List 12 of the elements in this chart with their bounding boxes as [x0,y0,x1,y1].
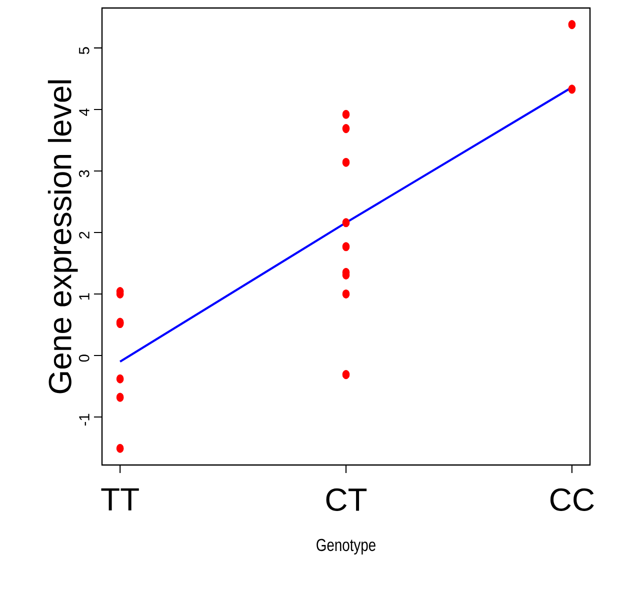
x-axis-title: Genotype [316,538,376,555]
x-tick-label: CT [326,488,367,512]
y-tick-label: 5 [79,47,90,54]
y-tick-label: 3 [78,170,90,178]
y-tick-label: 2 [79,232,90,238]
y-tick-label: 1 [79,293,90,300]
x-tick-label: TT [101,488,139,510]
y-tick-label: 4 [79,108,90,116]
y-tick-label: -1 [79,414,90,426]
x-tick-label: CC [550,488,594,512]
y-axis-title: Gene expression level [48,80,78,394]
y-tick-label: 0 [78,354,90,362]
